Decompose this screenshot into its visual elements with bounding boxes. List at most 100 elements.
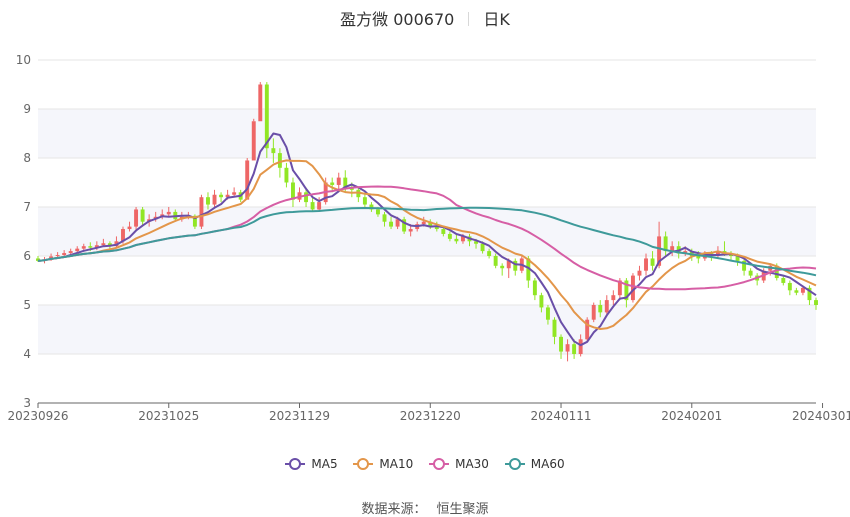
ma10-legend-icon bbox=[353, 458, 374, 470]
candle-body bbox=[271, 148, 276, 154]
candle-body bbox=[545, 307, 550, 320]
candle bbox=[447, 231, 452, 242]
candle-body bbox=[192, 215, 197, 227]
candle bbox=[304, 187, 309, 207]
candle-body bbox=[389, 221, 394, 227]
candle-body bbox=[493, 256, 498, 266]
candle bbox=[441, 226, 446, 237]
legend: MA5 MA10 MA30 MA60 bbox=[0, 457, 850, 474]
candle bbox=[297, 187, 302, 203]
candle bbox=[212, 189, 217, 207]
candle-body bbox=[513, 260, 518, 271]
candle-body bbox=[408, 229, 413, 232]
moving-average-lines bbox=[37, 132, 817, 347]
candle bbox=[644, 253, 648, 276]
candle bbox=[251, 118, 256, 161]
candle bbox=[630, 273, 635, 303]
candle-body bbox=[395, 219, 400, 227]
candle-body bbox=[291, 182, 295, 200]
plot-bands bbox=[38, 109, 816, 354]
candlestick-chart: 3 4 5 6 7 8 9 10 20230926 20231025 20231129 202312… bbox=[7, 53, 850, 423]
candle bbox=[454, 233, 459, 244]
candle-body bbox=[101, 243, 106, 246]
candle-body bbox=[402, 219, 407, 232]
candle-body bbox=[670, 246, 675, 252]
candle bbox=[245, 158, 250, 200]
candle bbox=[264, 82, 269, 158]
candle bbox=[310, 197, 315, 212]
x-tick-label: 20231025 bbox=[138, 409, 199, 423]
candle bbox=[500, 263, 505, 276]
candle-body bbox=[356, 189, 361, 198]
candle bbox=[199, 194, 204, 230]
candle bbox=[814, 297, 818, 310]
candle bbox=[291, 177, 295, 207]
candle-body bbox=[304, 192, 309, 203]
candle bbox=[101, 238, 106, 247]
candle bbox=[663, 231, 668, 256]
y-tick-label: 5 bbox=[23, 298, 31, 312]
candle bbox=[611, 290, 616, 305]
candle bbox=[402, 216, 407, 234]
candle-body bbox=[617, 280, 622, 296]
candle bbox=[637, 265, 642, 281]
candle-body bbox=[68, 251, 73, 254]
candle bbox=[545, 305, 550, 325]
candle bbox=[330, 177, 335, 193]
candle bbox=[62, 250, 67, 256]
y-axis: 3 4 5 6 7 8 9 10 bbox=[16, 53, 31, 410]
period-label: 日K bbox=[483, 10, 510, 29]
candle bbox=[670, 241, 675, 256]
candle-body bbox=[166, 211, 171, 215]
candle-body bbox=[94, 245, 99, 248]
legend-ma30[interactable]: MA30 bbox=[429, 457, 489, 471]
candle-body bbox=[526, 258, 531, 281]
legend-ma60[interactable]: MA60 bbox=[504, 457, 565, 471]
candle-body bbox=[134, 209, 139, 227]
candle-body bbox=[598, 305, 603, 313]
candle-body bbox=[630, 275, 635, 301]
candle bbox=[493, 253, 498, 269]
candle bbox=[206, 192, 210, 210]
candle-body bbox=[264, 84, 269, 149]
candle-body bbox=[219, 194, 224, 198]
ma60-line bbox=[37, 206, 817, 277]
plot-band bbox=[38, 207, 816, 256]
candle-body bbox=[382, 214, 387, 222]
candle bbox=[598, 300, 603, 318]
candle-body bbox=[572, 344, 577, 354]
candle-body bbox=[624, 280, 629, 301]
candle-body bbox=[330, 182, 335, 185]
x-tick-label: 20240111 bbox=[530, 409, 591, 423]
candle-body bbox=[251, 121, 256, 161]
candle bbox=[271, 138, 276, 163]
candle bbox=[258, 82, 263, 122]
legend-ma10[interactable]: MA10 bbox=[353, 457, 413, 471]
candle-body bbox=[663, 236, 668, 252]
candle-body bbox=[127, 226, 132, 230]
ma5-line bbox=[37, 132, 817, 347]
candle-body bbox=[552, 319, 557, 337]
candle bbox=[748, 268, 753, 279]
candle bbox=[389, 216, 394, 230]
candle bbox=[781, 275, 786, 286]
candle bbox=[356, 187, 361, 203]
legend-ma5[interactable]: MA5 bbox=[285, 457, 338, 471]
candle-body bbox=[611, 295, 616, 301]
candle-body bbox=[121, 229, 125, 242]
ma30-legend-icon bbox=[429, 458, 450, 470]
candle-body bbox=[434, 226, 439, 230]
candle-body bbox=[480, 243, 485, 252]
candle bbox=[650, 251, 655, 271]
y-tick-label: 7 bbox=[23, 200, 31, 214]
candle bbox=[487, 248, 492, 259]
candle bbox=[369, 202, 374, 212]
candle bbox=[742, 258, 747, 276]
candle bbox=[140, 207, 145, 227]
candle-body bbox=[447, 233, 452, 239]
plot-band bbox=[38, 109, 816, 158]
candle bbox=[794, 287, 799, 296]
candle-body bbox=[55, 255, 60, 257]
candle bbox=[572, 339, 577, 359]
candle-body bbox=[460, 236, 465, 242]
